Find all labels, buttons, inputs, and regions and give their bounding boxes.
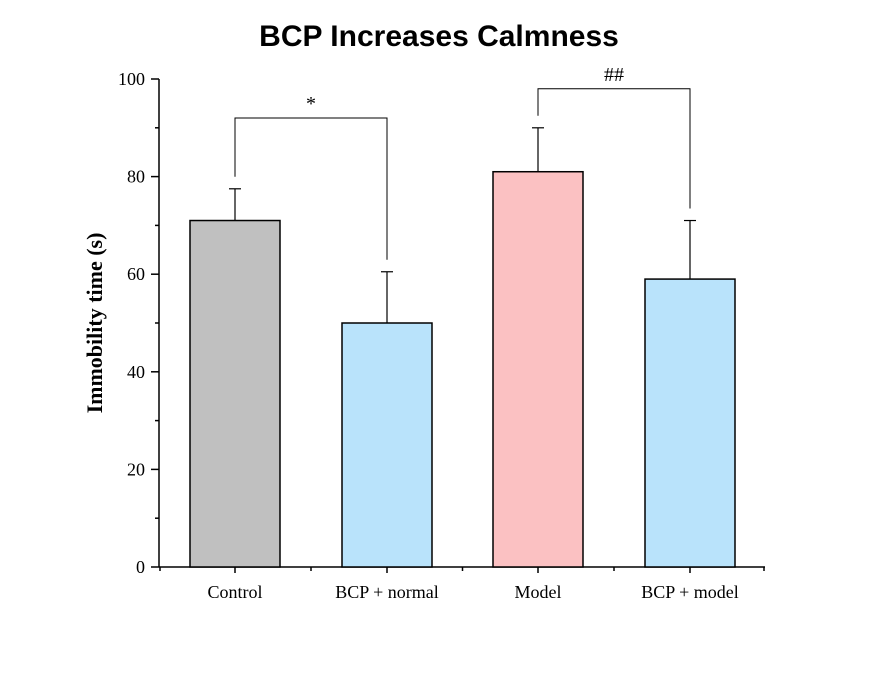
x-category-label: Model xyxy=(515,582,562,602)
y-tick-label: 40 xyxy=(127,362,145,382)
significance-bracket xyxy=(537,88,691,209)
significance-bracket xyxy=(234,117,388,260)
x-category-label: Control xyxy=(207,582,262,602)
plot-area: 0 20 40 60 80 100 Control BCP + normal Model BCP … xyxy=(118,64,765,602)
y-tick-label: 20 xyxy=(127,459,145,479)
x-category-label: BCP + normal xyxy=(335,582,439,602)
bar[interactable] xyxy=(644,278,736,568)
y-tick-label: 80 xyxy=(127,167,145,187)
y-tick-label: 0 xyxy=(136,557,145,577)
bar[interactable] xyxy=(492,170,584,568)
y-tick-label: 60 xyxy=(127,264,145,284)
significance-marker: ## xyxy=(604,64,624,86)
y-axis-title: Immobility time (s) xyxy=(82,233,107,414)
y-tick-label: 100 xyxy=(118,69,145,89)
chart-title: BCP Increases Calmness xyxy=(259,20,619,53)
bar[interactable] xyxy=(341,322,433,568)
x-category-label: BCP + model xyxy=(641,582,739,602)
bar[interactable] xyxy=(189,219,281,568)
significance-marker: * xyxy=(306,93,316,115)
